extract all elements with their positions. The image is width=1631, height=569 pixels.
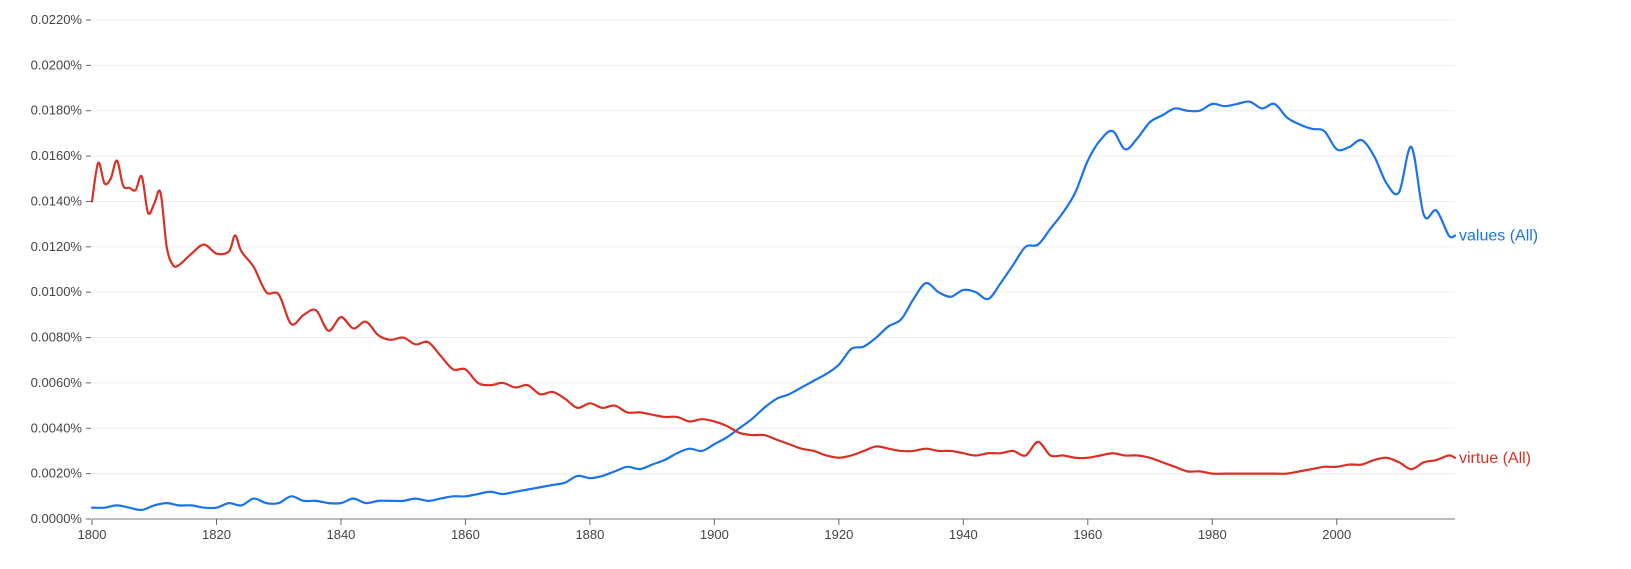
gridlines	[92, 19, 1455, 475]
series-line-virtue[interactable]	[90, 159, 1457, 475]
series-line-values[interactable]	[90, 100, 1457, 512]
y-tick-label: 0.0140%	[31, 193, 83, 208]
y-tick-label: 0.0000%	[31, 511, 83, 526]
series-labels: values (All) virtue (All)	[1459, 227, 1538, 466]
y-tick-label: 0.0200%	[31, 57, 83, 72]
y-tick-label: 0.0020%	[31, 466, 83, 481]
y-tick-label: 0.0100%	[31, 284, 83, 299]
y-tick-label: 0.0040%	[31, 420, 83, 435]
series-label-values[interactable]: values (All)	[1459, 227, 1538, 244]
x-tick-label: 1920	[824, 527, 853, 542]
y-tick-label: 0.0120%	[31, 239, 83, 254]
y-tick-label: 0.0080%	[31, 330, 83, 345]
y-tick-label: 0.0180%	[31, 103, 83, 118]
y-tick-label: 0.0160%	[31, 148, 83, 163]
x-tick-label: 1980	[1198, 527, 1227, 542]
x-tick-label: 1940	[949, 527, 978, 542]
x-tick-label: 1800	[78, 527, 107, 542]
y-tick-label: 0.0220%	[31, 12, 83, 27]
x-tick-label: 1860	[451, 527, 480, 542]
x-tick-label: 1880	[575, 527, 604, 542]
x-tick-label: 1840	[326, 527, 355, 542]
x-axis: 1800 1820 1840 1860 1880 1900 1920 1940 1960 1980…	[78, 518, 1455, 542]
series-lines	[90, 100, 1457, 512]
y-axis: 0.0000% 0.0020% 0.0040% 0.0060% 0.0080% 0.010…	[31, 12, 91, 526]
x-tick-label: 1820	[202, 527, 231, 542]
series-label-virtue[interactable]: virtue (All)	[1459, 450, 1531, 467]
x-tick-label: 2000	[1322, 527, 1351, 542]
x-tick-label: 1960	[1073, 527, 1102, 542]
y-tick-label: 0.0060%	[31, 375, 83, 390]
x-tick-label: 1900	[700, 527, 729, 542]
